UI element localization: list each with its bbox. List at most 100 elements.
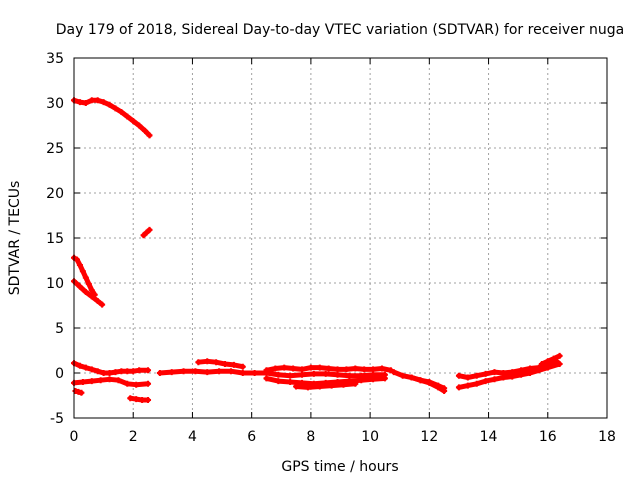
data-point: [76, 362, 83, 369]
data-point: [99, 301, 106, 308]
data-point: [100, 370, 107, 376]
data-point: [124, 368, 131, 375]
y-tick-label: 15: [46, 231, 64, 247]
y-tick-label: 0: [55, 366, 64, 382]
data-point: [538, 361, 545, 367]
data-point: [281, 364, 288, 371]
data-point: [491, 369, 498, 376]
data-point: [251, 370, 258, 376]
data-point: [100, 99, 107, 106]
series-low-4: [127, 395, 152, 403]
data-point: [408, 374, 415, 381]
data-point: [390, 369, 397, 376]
data-point: [118, 109, 125, 115]
data-point: [146, 226, 153, 233]
data-point: [106, 101, 113, 108]
data-point: [124, 380, 131, 387]
data-point: [204, 369, 211, 376]
data-point: [441, 388, 448, 394]
data-point: [287, 372, 294, 379]
data-point: [136, 122, 143, 129]
x-tick-label: 18: [598, 429, 616, 445]
data-point: [127, 395, 134, 402]
data-point: [325, 365, 332, 372]
data-point: [88, 366, 95, 373]
data-point: [263, 367, 270, 374]
data-point: [544, 358, 551, 365]
data-point: [94, 298, 101, 304]
series-low-1: [71, 360, 152, 376]
data-point: [455, 384, 462, 391]
data-point: [136, 367, 143, 374]
data-point: [82, 100, 89, 106]
data-point: [94, 368, 101, 375]
data-point: [290, 365, 297, 372]
data-point: [482, 370, 489, 377]
data-point: [145, 380, 152, 387]
data-point: [287, 379, 294, 385]
series-low-8: [263, 375, 388, 387]
data-point: [417, 377, 424, 384]
points-layer: [71, 97, 563, 403]
data-point: [455, 372, 462, 379]
x-tick-label: 12: [420, 429, 438, 445]
grid-layer: [74, 58, 607, 418]
data-point: [370, 376, 377, 383]
data-point: [352, 380, 359, 387]
y-tick-label: 10: [46, 276, 64, 292]
data-point: [112, 105, 119, 112]
data-point: [216, 368, 223, 375]
data-point: [304, 384, 311, 391]
series-low-14: [538, 352, 563, 367]
data-point: [133, 396, 140, 403]
data-point: [509, 373, 516, 380]
y-tick-label: 25: [46, 141, 64, 157]
y-tick-label: 5: [55, 321, 64, 337]
x-tick-label: 0: [70, 429, 79, 445]
data-point: [97, 377, 104, 384]
data-point: [464, 374, 471, 381]
data-point: [76, 99, 83, 106]
data-point: [500, 374, 507, 381]
data-point: [275, 378, 282, 385]
data-point: [473, 380, 480, 387]
series-arc-descend-a: [71, 254, 98, 298]
data-point: [334, 371, 341, 378]
data-point: [328, 382, 335, 389]
data-point: [399, 372, 406, 379]
data-point: [85, 280, 92, 287]
series-low-13: [455, 361, 563, 391]
series-low-9: [293, 380, 359, 391]
data-point: [310, 370, 317, 377]
data-point: [88, 293, 95, 300]
data-point: [361, 366, 368, 373]
series-low-11: [408, 374, 448, 394]
data-point: [272, 365, 279, 372]
x-tick-label: 6: [247, 429, 256, 445]
data-point: [192, 368, 199, 375]
data-point: [76, 262, 83, 268]
data-point: [334, 366, 341, 373]
data-point: [133, 381, 140, 388]
x-tick-label: 16: [539, 429, 557, 445]
data-point: [222, 361, 229, 367]
data-point: [435, 384, 442, 391]
data-point: [322, 370, 329, 377]
data-point: [213, 359, 220, 366]
data-point: [82, 274, 89, 281]
data-point: [378, 365, 385, 372]
data-point: [343, 366, 350, 373]
data-point: [139, 397, 146, 403]
data-point: [352, 365, 359, 372]
data-point: [79, 268, 86, 275]
data-point: [227, 368, 234, 375]
data-point: [88, 97, 95, 104]
data-point: [426, 379, 433, 386]
data-point: [145, 397, 152, 403]
data-point: [106, 376, 113, 383]
data-point: [118, 368, 125, 375]
series-trace: [539, 353, 563, 367]
